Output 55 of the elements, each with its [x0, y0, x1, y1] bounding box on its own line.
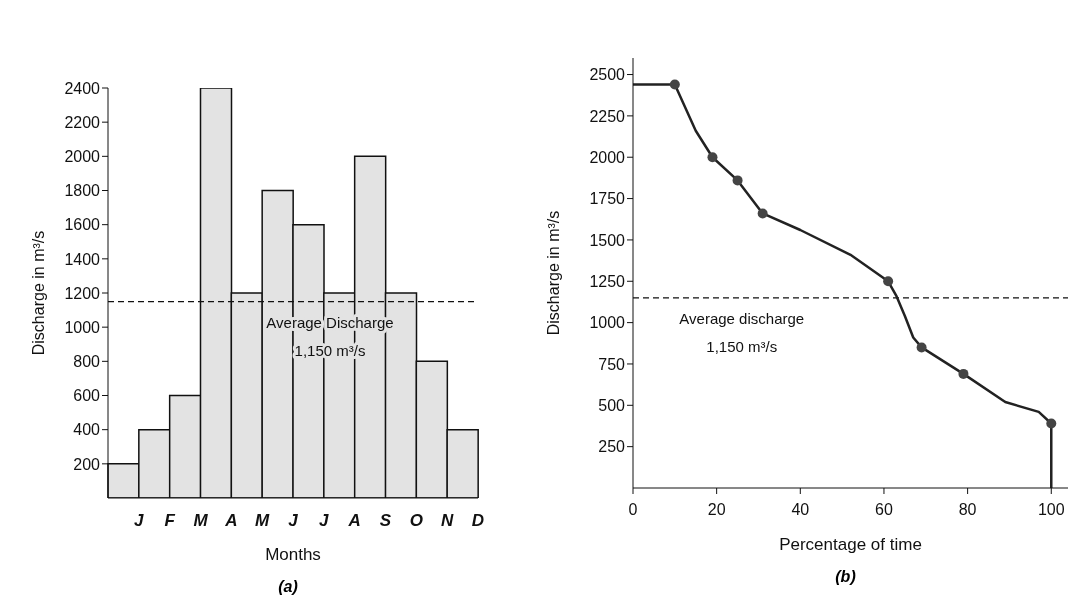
- x-tick-label: J: [288, 511, 299, 530]
- y-tick-label: 250: [598, 438, 626, 456]
- y-tick-label: 1200: [64, 284, 101, 302]
- y-tick-label: 2000: [64, 148, 101, 166]
- x-tick-label: D: [471, 511, 485, 530]
- x-tick-label: O: [409, 511, 423, 530]
- point: [732, 175, 743, 186]
- y-tick-label: 1600: [64, 216, 101, 234]
- text: (b): [834, 568, 857, 586]
- point: [707, 152, 718, 163]
- y-tick-label: 1500: [589, 231, 626, 249]
- y-tick-label: 400: [73, 421, 101, 439]
- y-tick-label: 1800: [64, 182, 101, 200]
- y-tick-label: 500: [598, 396, 626, 414]
- x-tick-label: 20: [707, 501, 726, 519]
- point: [757, 208, 768, 219]
- point: [883, 276, 894, 287]
- y-axis-title: Discharge in m³/s: [544, 210, 562, 336]
- y-tick-label: 2000: [589, 148, 626, 166]
- x-tick-label: A: [224, 511, 238, 530]
- y-tick-label: 1250: [589, 272, 626, 290]
- y-axis-title: Discharge in m³/s: [29, 230, 47, 356]
- x-axis-title: Months: [265, 545, 321, 564]
- x-tick-label: M: [193, 511, 209, 530]
- x-tick-label: N: [441, 511, 455, 530]
- x-tick-label: 80: [958, 501, 977, 519]
- text: (a): [277, 578, 299, 596]
- y-tick-label: 200: [73, 455, 101, 473]
- x-tick-label: S: [379, 511, 392, 530]
- y-tick-label: 2400: [64, 79, 101, 97]
- y-tick-label: 2200: [64, 113, 101, 131]
- y-tick-label: 750: [598, 355, 626, 373]
- point: [916, 342, 927, 353]
- y-tick-label: 2250: [589, 107, 626, 125]
- ref-line-label: Average discharge 1,150 m³/s: [679, 309, 805, 355]
- x-tick-label: 0: [628, 501, 638, 519]
- point: [669, 79, 680, 90]
- x-tick-label: 100: [1037, 501, 1065, 519]
- y-tick-label: 2500: [589, 66, 626, 84]
- y-tick-label: 600: [73, 387, 101, 405]
- point: [1046, 418, 1057, 429]
- y-tick-label: 1750: [589, 190, 626, 208]
- y-tick-label: 1000: [64, 318, 101, 336]
- x-tick-label: 60: [875, 501, 893, 519]
- y-tick-label: 1000: [589, 314, 626, 332]
- x-tick-label: 40: [791, 501, 810, 519]
- x-tick-label: A: [347, 511, 361, 530]
- point: [958, 368, 969, 379]
- x-axis-title: Percentage of time: [779, 535, 922, 554]
- x-tick-label: F: [164, 511, 176, 530]
- y-tick-label: 800: [73, 353, 101, 371]
- x-tick-label: J: [319, 511, 330, 530]
- x-tick-label: J: [134, 511, 145, 530]
- y-tick-label: 1400: [64, 250, 101, 268]
- x-tick-label: M: [255, 511, 271, 530]
